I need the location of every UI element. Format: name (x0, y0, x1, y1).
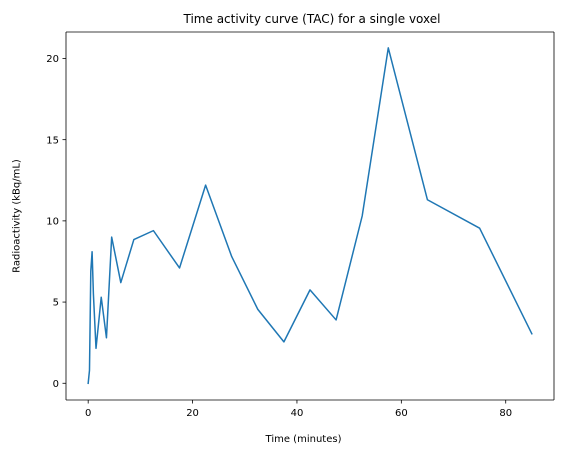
y-tick-label: 20 (46, 54, 59, 65)
y-tick-label: 15 (46, 135, 59, 146)
x-axis-label: Time (minutes) (265, 434, 342, 445)
y-axis-label: Radioactivity (kBq/mL) (12, 159, 23, 273)
y-tick-label: 10 (46, 216, 59, 227)
chart-title: Time activity curve (TAC) for a single v… (183, 12, 441, 26)
y-tick-label: 5 (53, 298, 59, 309)
y-tick-label: 0 (53, 379, 59, 390)
plot-area: 0 20 40 60 80 0 5 10 15 20 (46, 31, 555, 419)
series-line-0 (87, 47, 533, 385)
x-tick-label: 80 (499, 408, 512, 419)
x-tick-label: 60 (395, 408, 408, 419)
x-tick-label: 0 (85, 408, 91, 419)
x-tick-label: 20 (186, 408, 199, 419)
x-tick-label: 40 (291, 408, 304, 419)
